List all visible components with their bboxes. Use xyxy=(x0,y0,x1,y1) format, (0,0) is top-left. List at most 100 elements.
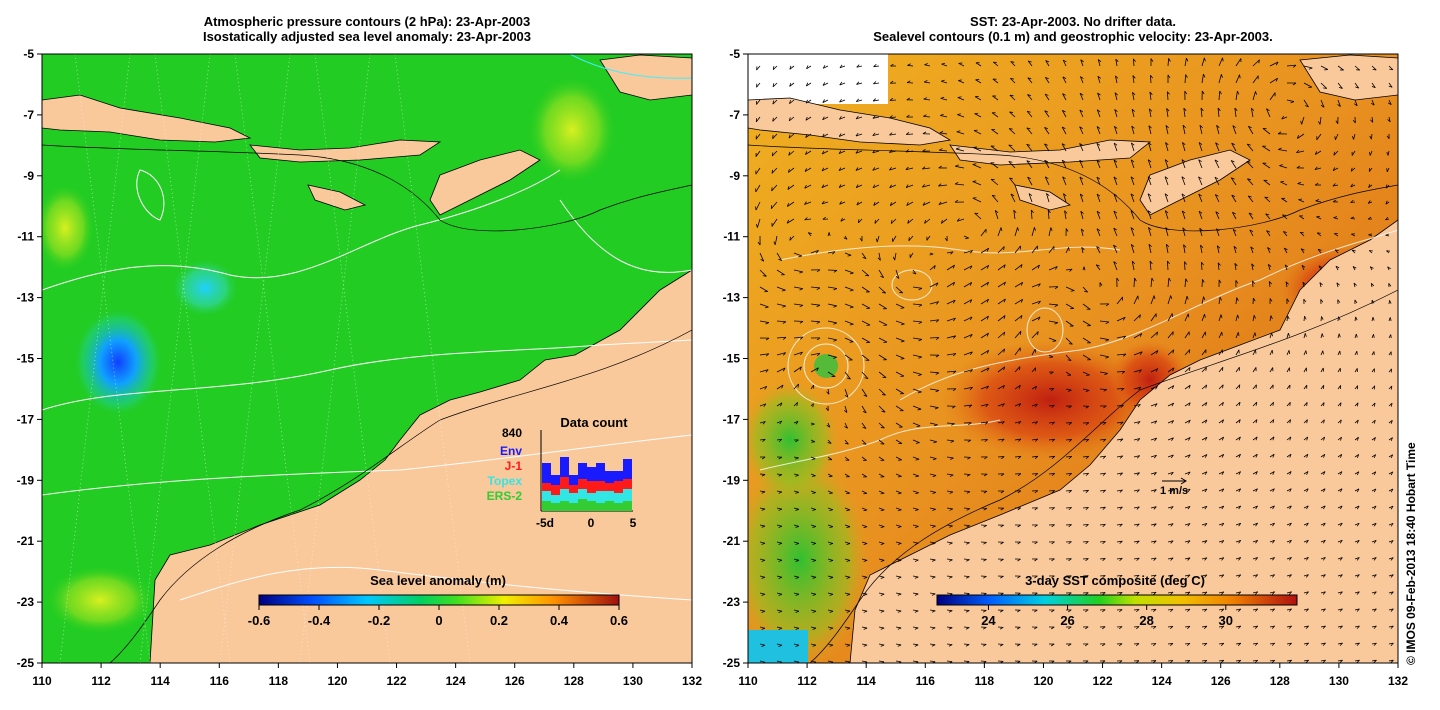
velocity-vector xyxy=(1284,264,1288,271)
velocity-vector xyxy=(1031,264,1040,271)
velocity-vector-head xyxy=(982,610,987,613)
velocity-vector-head xyxy=(969,386,973,391)
velocity-vector-head xyxy=(1171,402,1175,407)
velocity-vector xyxy=(861,643,868,646)
velocity-vector-head xyxy=(1085,472,1089,476)
velocity-vector xyxy=(991,194,999,203)
velocity-vector xyxy=(1031,300,1041,305)
velocity-vector-head xyxy=(1337,299,1341,303)
velocity-vector xyxy=(1167,278,1170,288)
velocity-vector xyxy=(827,251,836,254)
velocity-vector-head xyxy=(952,370,957,374)
velocity-vector-head xyxy=(799,288,804,291)
data-count-title: Data count xyxy=(560,415,628,430)
velocity-vector-head xyxy=(1235,280,1239,284)
left-y-tick-label: -15 xyxy=(17,352,35,366)
velocity-vector xyxy=(1337,454,1342,458)
velocity-vector xyxy=(956,131,965,135)
velocity-vector xyxy=(892,235,897,242)
velocity-vector-head xyxy=(972,180,977,182)
velocity-vector-head xyxy=(1271,332,1274,337)
velocity-vector xyxy=(946,592,953,595)
velocity-vector xyxy=(963,575,970,577)
velocity-vector-head xyxy=(1199,124,1203,128)
velocity-vector-head xyxy=(1357,419,1359,424)
velocity-vector xyxy=(908,235,914,242)
velocity-vector-head xyxy=(821,150,825,155)
velocity-vector-head xyxy=(778,576,783,579)
velocity-vector xyxy=(827,541,834,544)
velocity-vector-head xyxy=(1051,490,1055,494)
velocity-vector-head xyxy=(1044,126,1049,130)
velocity-vector xyxy=(822,116,829,121)
velocity-vector-head xyxy=(918,356,922,359)
velocity-vector xyxy=(912,303,922,306)
velocity-vector xyxy=(1235,453,1241,458)
velocity-vector-head xyxy=(940,113,944,116)
velocity-vector xyxy=(759,507,766,510)
velocity-vector xyxy=(1065,472,1072,475)
velocity-vector-head xyxy=(797,383,799,388)
velocity-vector-head xyxy=(907,219,910,224)
velocity-vector-head xyxy=(1198,193,1202,197)
sst-colorbar-tick-label: 30 xyxy=(1219,613,1233,628)
velocity-vector xyxy=(1216,125,1220,135)
velocity-vector-head xyxy=(897,610,902,613)
velocity-vector xyxy=(1388,65,1394,71)
velocity-vector-head xyxy=(1350,183,1353,188)
velocity-vector xyxy=(929,456,937,460)
velocity-vector xyxy=(1235,91,1238,101)
velocity-vector-head xyxy=(986,385,990,390)
velocity-vector-head xyxy=(1116,277,1120,282)
velocity-vector-head xyxy=(1167,260,1170,265)
velocity-vector-head xyxy=(1033,643,1038,647)
velocity-vector-head xyxy=(1081,247,1085,251)
velocity-vector xyxy=(997,264,1006,271)
velocity-vector xyxy=(1286,367,1290,373)
velocity-vector-head xyxy=(897,509,902,512)
velocity-vector-head xyxy=(1340,402,1342,407)
velocity-vector-head xyxy=(969,351,973,356)
velocity-vector-head xyxy=(1045,176,1049,180)
velocity-vector-head xyxy=(1044,143,1048,146)
velocity-vector xyxy=(1044,77,1050,84)
velocity-vector xyxy=(1252,332,1256,339)
velocity-vector-head xyxy=(906,97,911,101)
velocity-vector-head xyxy=(788,117,791,121)
velocity-vector xyxy=(1337,625,1343,628)
velocity-vector xyxy=(1031,367,1036,373)
velocity-vector-head xyxy=(1339,557,1343,561)
velocity-vector xyxy=(1252,574,1258,577)
velocity-vector xyxy=(895,473,902,477)
velocity-vector xyxy=(759,303,769,308)
velocity-vector-head xyxy=(833,322,837,325)
velocity-vector xyxy=(1269,539,1275,543)
velocity-vector xyxy=(1286,625,1292,628)
velocity-vector-head xyxy=(1356,557,1360,561)
velocity-vector-head xyxy=(1233,245,1238,249)
velocity-vector xyxy=(997,403,1005,407)
velocity-vector xyxy=(1149,261,1152,271)
left-y-tick-label: -25 xyxy=(17,656,35,670)
velocity-vector-head xyxy=(1034,575,1038,579)
histogram-bar xyxy=(596,481,605,491)
velocity-vector-head xyxy=(1320,299,1324,303)
velocity-vector-head xyxy=(966,525,970,528)
velocity-vector xyxy=(1079,176,1084,186)
velocity-vector xyxy=(1184,471,1191,475)
sla-colorbar-tick-label: -0.4 xyxy=(308,613,331,628)
velocity-vector xyxy=(1130,176,1135,186)
velocity-vector-head xyxy=(812,509,816,511)
velocity-vector-head xyxy=(1255,505,1258,510)
velocity-vector-head xyxy=(826,424,831,428)
velocity-vector-head xyxy=(840,217,843,222)
velocity-vector-head xyxy=(1085,609,1089,613)
velocity-vector-head xyxy=(1113,261,1117,265)
velocity-vector-head xyxy=(1184,90,1188,95)
histogram-bar xyxy=(560,501,569,511)
velocity-vector xyxy=(1198,176,1203,186)
velocity-vector xyxy=(929,405,939,409)
velocity-vector-head xyxy=(1204,454,1208,458)
velocity-vector xyxy=(1113,193,1118,203)
velocity-vector-head xyxy=(984,456,988,460)
